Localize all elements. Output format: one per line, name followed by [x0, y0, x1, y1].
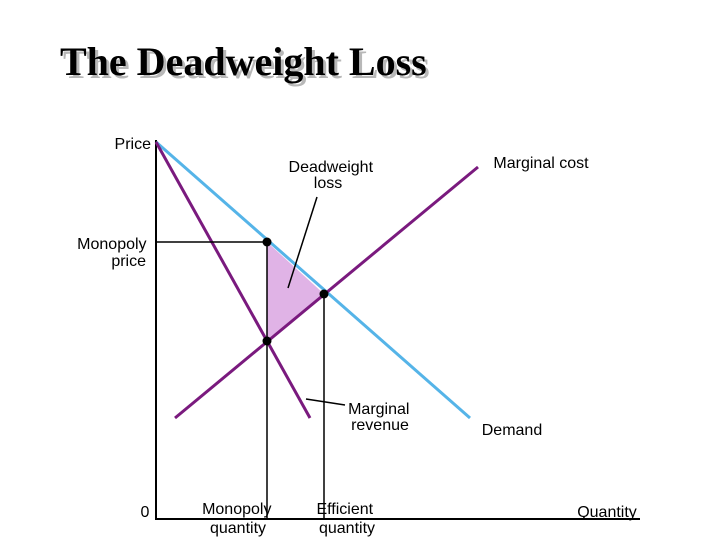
monopoly-quantity-label: Monopoly quantity [202, 501, 276, 537]
deadweight-loss-area [267, 242, 324, 341]
deadweight-loss-label: Deadweight loss [289, 159, 378, 192]
monopoly-price-label: Monopoly price [77, 236, 151, 270]
monopoly-price-point [262, 237, 272, 247]
demand-label: Demand [482, 422, 542, 439]
marginal-revenue-label: Marginal revenue [348, 401, 414, 434]
deadweight-loss-pointer [287, 196, 318, 289]
marginal-cost-label: Marginal cost [493, 155, 589, 172]
marginal-revenue-curve [154, 141, 312, 419]
quantity-axis-label: Quantity [577, 504, 637, 521]
page-title: The Deadweight Loss [60, 39, 427, 84]
demand-curve [155, 140, 471, 420]
price-axis-label: Price [115, 136, 152, 153]
marginal-revenue-cost-point [262, 336, 272, 346]
efficient-point [319, 289, 329, 299]
origin-label: 0 [141, 504, 150, 521]
marginal-revenue-pointer [305, 398, 346, 406]
efficient-quantity-label: Efficient quantity [316, 501, 377, 537]
